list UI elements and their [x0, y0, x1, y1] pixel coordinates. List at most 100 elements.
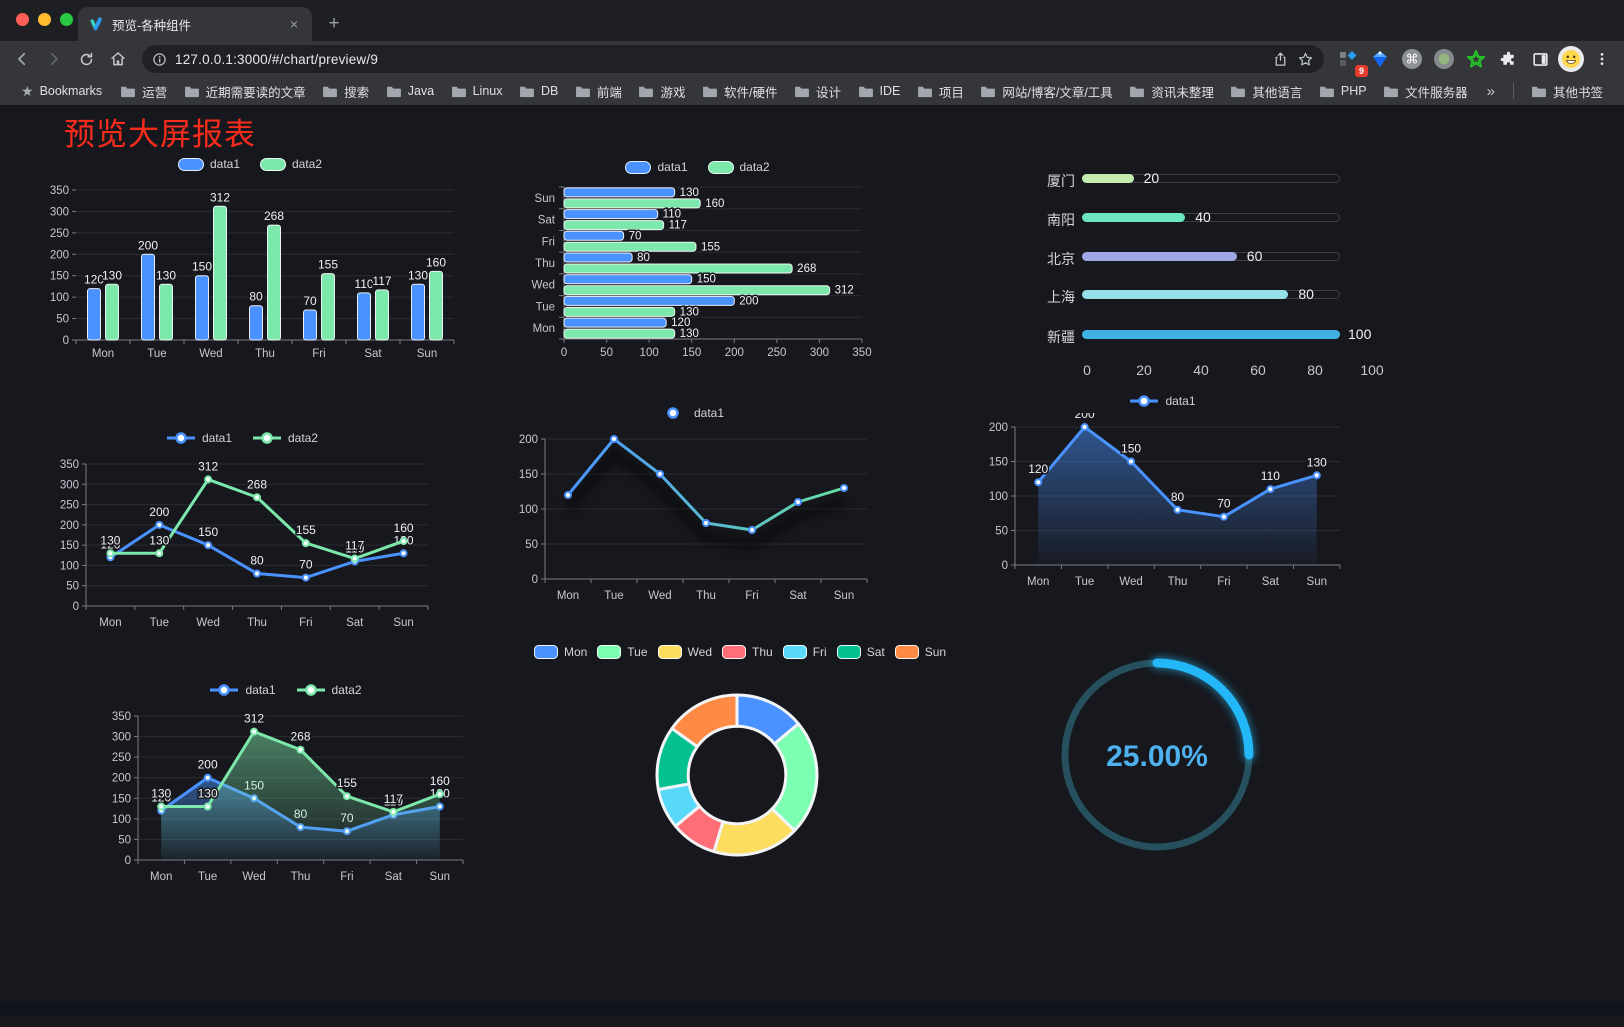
bookmark-folder[interactable]: PHP [1312, 81, 1374, 101]
profile-avatar[interactable] [1558, 46, 1584, 72]
legend-item[interactable]: Mon [533, 645, 587, 659]
legend-item[interactable]: Sun [894, 645, 946, 659]
legend-item[interactable]: data1 [166, 431, 232, 445]
legend-item[interactable]: data1 [1129, 394, 1196, 408]
bookmark-folder[interactable]: IDE [851, 81, 908, 101]
chart-legend: data1 data2 [46, 426, 438, 450]
legend-item[interactable]: data2 [707, 160, 770, 174]
grouped-bar-chart[interactable]: data1 data2 0 50 100 150 200 250 300 350 Mon Tue We… [40, 152, 460, 366]
legend-item[interactable]: data2 [260, 157, 322, 171]
svg-text:117: 117 [372, 274, 391, 288]
browser-tab[interactable]: 预览-各种组件 × [78, 7, 312, 41]
svg-text:130: 130 [151, 787, 171, 801]
legend-swatch [836, 645, 861, 659]
folder-icon [520, 86, 534, 97]
legend-item[interactable]: Sat [836, 645, 885, 659]
bookmarks-manager[interactable]: ★ Bookmarks [21, 82, 103, 99]
svg-text:350: 350 [852, 347, 871, 359]
bookmark-folder[interactable]: Linux [444, 81, 510, 101]
chart-legend: data1 data2 [505, 155, 890, 179]
dual-area-chart[interactable]: data1 data2 0 50 100 150 200 250 300 350 Mon Tue We… [98, 678, 473, 890]
window-minimize-button[interactable] [38, 13, 51, 26]
bookmarks-bar: ★ Bookmarks 运营 近期需要读的文章 搜索 Java Linux DB 前端 游戏软… [0, 77, 1624, 105]
bookmark-folder[interactable]: 搜索 [315, 79, 376, 104]
extension-tampermonkey-icon[interactable]: 9 [1334, 45, 1368, 77]
bookmarks-overflow-chevron[interactable]: » [1486, 82, 1495, 100]
legend-item[interactable]: data1 [209, 683, 276, 697]
line-plot[interactable]: 0 50 100 150 200 250 300 350 Mon Tue Wed Thu Fri Sat S… [46, 450, 438, 634]
week-donut-chart[interactable]: Mon Tue Wed Thu Fri Sat Sun [533, 640, 946, 900]
bookmark-folder[interactable]: 项目 [910, 79, 971, 104]
legend-item[interactable]: Tue [597, 645, 648, 659]
reload-icon[interactable] [72, 45, 100, 73]
donut-plot[interactable] [637, 672, 837, 878]
bar-plot[interactable]: 0 50 100 150 200 250 300 350 Mon Tue Wed Thu Fri Sat S… [40, 176, 460, 364]
line-plot[interactable]: 0 50 100 150 200 250 300 350 Mon Tue Wed Thu Fri Sat S… [98, 702, 473, 888]
home-icon[interactable] [104, 45, 132, 73]
url-text[interactable]: 127.0.0.1:3000/#/chart/preview/9 [175, 51, 379, 67]
back-icon[interactable] [8, 45, 36, 73]
bookmark-folder[interactable]: 设计 [787, 79, 848, 104]
city-progress-chart[interactable]: 厦门 20 南阳 40 北京 60 上海 80 新疆 100 0 20 40 60 80 100 [1040, 158, 1390, 390]
svg-text:160: 160 [430, 774, 450, 788]
legend-swatch [260, 157, 286, 171]
line-plot[interactable]: 0 50 100 150 200 Mon Tue Wed Thu Fri Sat Sun [505, 425, 877, 607]
legend-item[interactable]: data2 [252, 431, 318, 445]
bookmark-folder[interactable]: 网站/博客/文章/工具 [973, 79, 1119, 104]
legend-item[interactable]: Wed [657, 645, 712, 659]
legend-item[interactable]: data1 [177, 157, 240, 171]
menu-dots-icon[interactable] [1588, 45, 1616, 73]
dual-line-chart[interactable]: data1 data2 0 50 100 150 200 250 300 350 Mon Tue We… [46, 426, 438, 636]
horizontal-bar-chart[interactable]: data1 data2 0 50 100 150 200 250 300 350 Sun 130 16… [505, 155, 890, 365]
svg-text:130: 130 [680, 306, 699, 318]
side-panel-icon[interactable] [1526, 45, 1554, 73]
bookmark-folder[interactable]: 游戏 [631, 79, 692, 104]
legend-item[interactable]: Thu [722, 645, 773, 659]
legend-item[interactable]: Fri [782, 645, 827, 659]
line-plot[interactable]: 0 50 100 150 200 Mon Tue Wed Thu Fri Sat Sun 120 200 1… [975, 413, 1350, 593]
new-tab-button[interactable]: + [328, 13, 340, 34]
forward-icon[interactable] [40, 45, 68, 73]
gauge-plot[interactable]: 25.00% [1052, 650, 1262, 860]
legend-swatch [177, 157, 204, 171]
svg-text:Tue: Tue [536, 301, 555, 313]
bookmark-folder[interactable]: 软件/硬件 [695, 79, 784, 104]
bookmark-folder[interactable]: 其他语言 [1223, 79, 1309, 104]
legend-item[interactable]: data1 [658, 406, 724, 420]
svg-text:Sun: Sun [393, 617, 413, 629]
window-close-button[interactable] [16, 13, 29, 26]
percent-gauge-chart[interactable]: 25.00% [1052, 650, 1262, 860]
extensions-puzzle-icon[interactable] [1494, 45, 1522, 73]
bookmark-folder[interactable]: 资讯未整理 [1122, 79, 1221, 104]
svg-text:0: 0 [1002, 560, 1008, 572]
bookmark-folder[interactable]: 运营 [113, 79, 174, 104]
window-zoom-button[interactable] [60, 13, 73, 26]
info-icon[interactable] [152, 52, 167, 67]
tab-close-icon[interactable]: × [289, 16, 298, 32]
url-bar[interactable]: 127.0.0.1:3000/#/chart/preview/9 [142, 45, 1324, 73]
bookmark-star-icon[interactable] [1297, 51, 1314, 68]
site-favicon [90, 17, 102, 31]
progress-label: 北京 [1047, 250, 1075, 267]
svg-text:150: 150 [60, 540, 79, 552]
svg-text:117: 117 [669, 220, 687, 232]
bookmark-folder[interactable]: 近期需要读的文章 [177, 79, 313, 104]
extension-gem-icon[interactable] [1366, 45, 1394, 73]
svg-text:155: 155 [296, 523, 316, 537]
gradient-line-chart[interactable]: data1 0 50 100 150 200 Mon Tue Wed Thu Fri Sat Sun [505, 401, 877, 609]
extension-green-star-icon[interactable] [1462, 45, 1490, 73]
bookmark-folder[interactable]: DB [512, 81, 565, 101]
legend-item[interactable]: data2 [296, 683, 362, 697]
extension-command-icon[interactable]: ⌘ [1398, 45, 1426, 73]
bookmark-folder[interactable]: 文件服务器 [1376, 79, 1475, 104]
other-bookmarks-folder[interactable]: 其他书签 [1524, 79, 1610, 104]
bookmark-folder[interactable]: 前端 [568, 79, 629, 104]
share-icon[interactable] [1272, 51, 1289, 68]
legend-item[interactable]: data1 [625, 160, 688, 174]
bookmark-folder[interactable]: Java [379, 81, 441, 101]
legend-swatch [894, 645, 919, 659]
extension-recorder-icon[interactable] [1430, 45, 1458, 73]
svg-text:Wed: Wed [242, 871, 265, 883]
blue-area-chart[interactable]: data1 0 50 100 150 200 Mon Tue Wed Thu Fri Sat Sun 1… [975, 389, 1350, 595]
